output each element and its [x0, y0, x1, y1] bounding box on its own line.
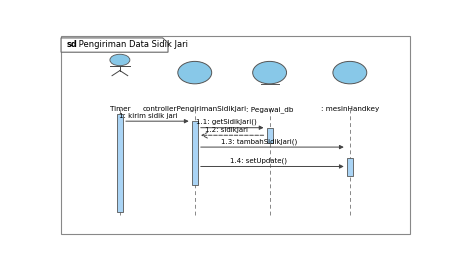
- Ellipse shape: [178, 61, 211, 84]
- Circle shape: [110, 54, 129, 66]
- Text: : mesinHandkey: : mesinHandkey: [320, 106, 378, 112]
- Text: Pengiriman Data Sidik Jari: Pengiriman Data Sidik Jari: [76, 40, 188, 49]
- Text: 1: kirim sidik jari: 1: kirim sidik jari: [119, 113, 177, 119]
- Ellipse shape: [252, 61, 286, 84]
- Text: 1.4: setUpdate(): 1.4: setUpdate(): [230, 157, 287, 164]
- Text: sd: sd: [66, 40, 77, 49]
- Bar: [191, 121, 197, 185]
- Bar: [346, 158, 352, 176]
- Ellipse shape: [332, 61, 366, 84]
- Text: : Pegawai_db: : Pegawai_db: [245, 106, 293, 113]
- Text: 1.1: getSidikJari(): 1.1: getSidikJari(): [196, 119, 257, 125]
- Bar: [266, 128, 272, 143]
- Text: Timer: Timer: [109, 106, 130, 112]
- Text: controllerPengirimanSidikJari: controllerPengirimanSidikJari: [142, 106, 246, 112]
- Polygon shape: [61, 38, 168, 52]
- Text: 1.2: sidikJari: 1.2: sidikJari: [205, 127, 248, 133]
- Bar: [117, 114, 123, 212]
- Text: 1.3: tambahSidikJari(): 1.3: tambahSidikJari(): [220, 138, 297, 145]
